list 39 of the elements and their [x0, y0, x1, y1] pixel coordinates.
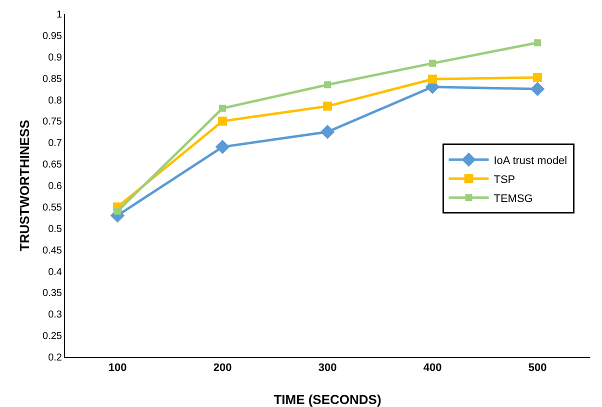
y-tick-label: 0.35 [42, 288, 62, 300]
point [218, 116, 227, 126]
x-tick-label: 400 [423, 362, 442, 374]
legend-label: TSP [494, 174, 516, 186]
y-tick-label: 0.55 [42, 202, 62, 214]
point [320, 124, 335, 140]
y-tick-label: 0.4 [48, 266, 62, 278]
y-axis-title: TRUSTWORTHINESS [17, 119, 32, 252]
y-tick-label: 0.45 [42, 245, 62, 256]
y-tick-label: 0.7 [48, 138, 62, 150]
point [429, 60, 436, 67]
y-tick-label: 0.9 [48, 52, 62, 64]
y-tick-label: 0.2 [48, 352, 62, 364]
legend-label: TEMSG [494, 192, 533, 205]
point [534, 39, 541, 46]
y-tick-label: 0.75 [42, 116, 62, 128]
point [530, 82, 545, 96]
y-tick-label: 0.3 [48, 310, 62, 321]
y-tick-label: 0.65 [42, 160, 62, 171]
x-tick-label: 500 [528, 362, 547, 374]
x-axis-title: TIME (SECONDS) [274, 392, 382, 407]
y-tick-label: 0.5 [48, 224, 62, 235]
point [324, 81, 331, 88]
point [215, 140, 230, 154]
y-tick-label: 1 [56, 10, 62, 20]
point [533, 72, 542, 82]
x-tick-label: 300 [318, 362, 337, 374]
point [114, 208, 121, 215]
y-tick-label: 0.25 [42, 331, 62, 342]
point [323, 102, 332, 111]
y-tick-label: 0.6 [48, 181, 62, 192]
legend-label: IoA trust model [494, 154, 568, 167]
point [428, 74, 437, 84]
point [219, 104, 226, 112]
x-tick-label: 200 [213, 362, 232, 374]
y-tick-label: 0.85 [42, 74, 62, 85]
y-tick-label: 0.8 [48, 95, 62, 106]
x-tick-label: 100 [108, 362, 127, 374]
y-tick-label: 0.95 [42, 30, 62, 42]
